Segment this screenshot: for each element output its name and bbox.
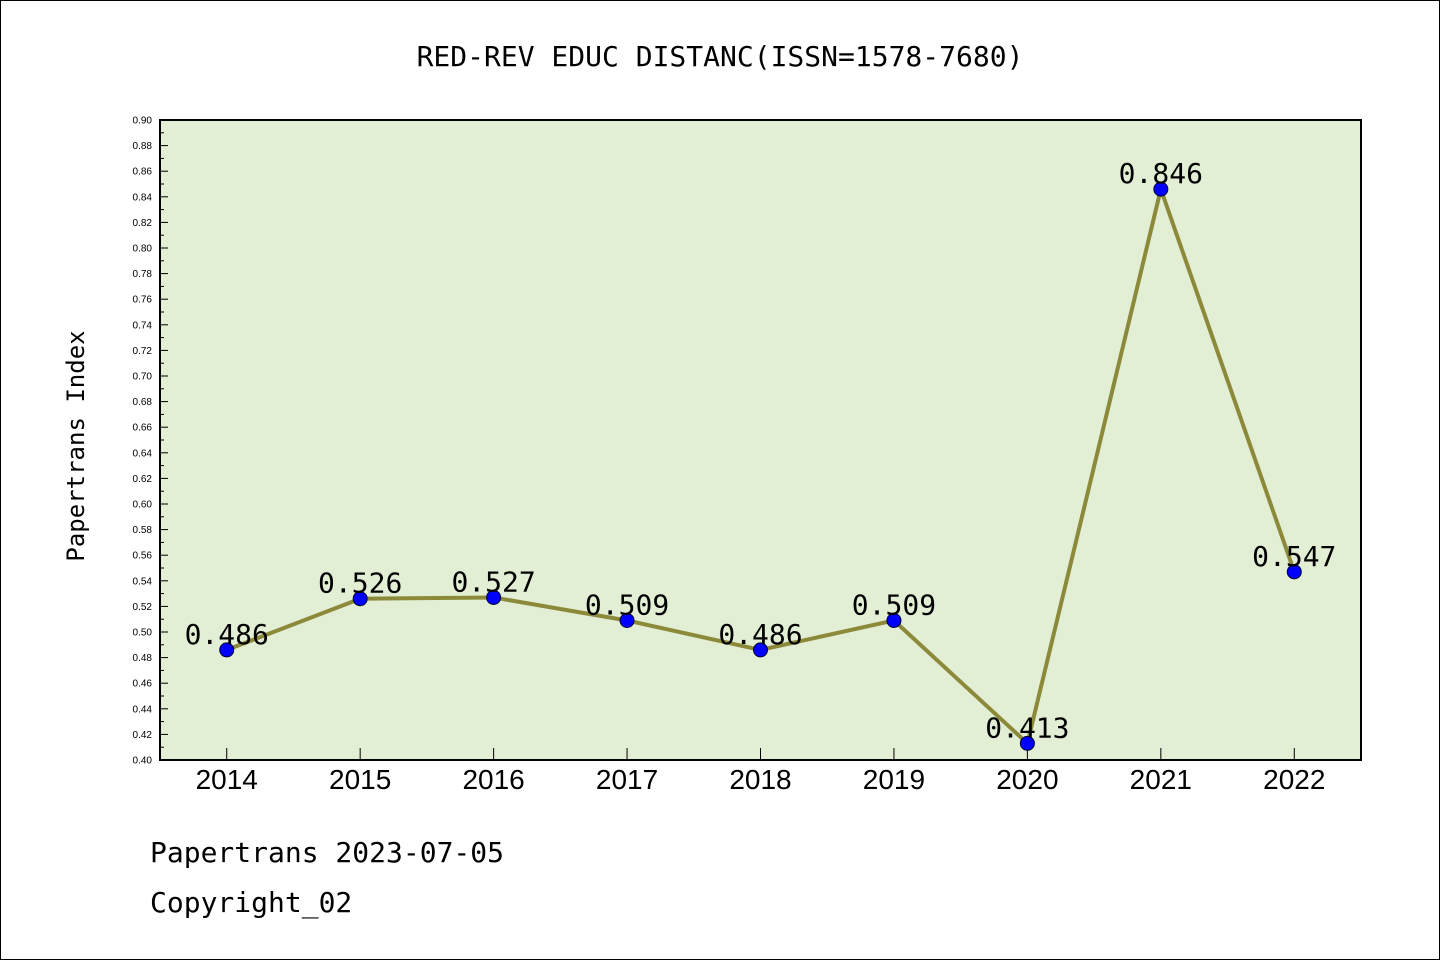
y-tick-label: 0.88 <box>133 141 153 152</box>
x-tick-label: 2017 <box>596 764 658 795</box>
y-tick-label: 0.64 <box>133 448 153 459</box>
y-tick-label: 0.76 <box>133 295 153 306</box>
data-label: 0.846 <box>1119 157 1203 190</box>
data-point <box>1019 735 1035 751</box>
data-label: 0.526 <box>318 567 402 600</box>
data-label: 0.509 <box>585 588 669 621</box>
y-tick-label: 0.72 <box>133 346 153 357</box>
y-tick-label: 0.40 <box>133 756 153 767</box>
data-markers <box>219 181 1302 751</box>
y-tick-label: 0.74 <box>133 320 153 331</box>
y-tick-label: 0.70 <box>133 372 153 383</box>
x-tick-label: 2022 <box>1263 764 1325 795</box>
x-axis: 2014 2015 2016 2017 2018 2019 2020 2021 2022 <box>196 748 1325 795</box>
x-tick-label: 2016 <box>462 764 524 795</box>
y-tick-label: 0.78 <box>133 269 153 280</box>
y-tick-label: 0.52 <box>133 602 153 613</box>
data-point <box>352 591 368 607</box>
y-tick-label: 0.46 <box>133 679 153 690</box>
y-axis: 0.40 0.42 0.44 0.46 0.48 0.50 0.52 0.54 0.56 0.58… <box>133 116 168 767</box>
x-tick-label: 2014 <box>196 764 258 795</box>
data-point <box>1286 564 1302 580</box>
y-tick-label: 0.50 <box>133 628 153 639</box>
plot-area <box>159 119 1362 761</box>
y-tick-label: 0.68 <box>133 397 153 408</box>
chart-title: RED-REV EDUC DISTANC(ISSN=1578-7680) <box>417 40 1024 73</box>
y-tick-label: 0.90 <box>133 116 153 127</box>
y-tick-label: 0.82 <box>133 218 153 229</box>
y-tick-label: 0.44 <box>133 704 153 715</box>
data-label: 0.527 <box>451 565 535 598</box>
y-tick-label: 0.80 <box>133 244 153 255</box>
footer-copyright: Copyright_02 <box>150 886 353 919</box>
y-tick-label: 0.60 <box>133 500 153 511</box>
y-tick-label: 0.48 <box>133 653 153 664</box>
data-label: 0.509 <box>852 588 936 621</box>
x-tick-label: 2019 <box>863 764 925 795</box>
y-tick-label: 0.84 <box>133 192 153 203</box>
y-tick-label: 0.42 <box>133 730 153 741</box>
y-tick-label: 0.58 <box>133 525 153 536</box>
y-tick-label: 0.56 <box>133 551 153 562</box>
y-tick-label: 0.54 <box>133 576 153 587</box>
x-tick-label: 2018 <box>729 764 791 795</box>
data-label: 0.486 <box>718 618 802 651</box>
data-point <box>1153 181 1169 197</box>
data-point <box>886 612 902 628</box>
x-tick-label: 2015 <box>329 764 391 795</box>
y-tick-label: 0.86 <box>133 167 153 178</box>
data-label: 0.486 <box>185 618 269 651</box>
data-point <box>619 612 635 628</box>
data-labels: 0.486 0.526 0.527 0.509 0.486 0.509 0.413 0.846… <box>185 157 1337 744</box>
data-label: 0.547 <box>1252 540 1336 573</box>
y-tick-label: 0.62 <box>133 474 153 485</box>
data-label: 0.413 <box>985 711 1069 744</box>
data-point <box>486 589 502 605</box>
y-tick-label: 0.66 <box>133 423 153 434</box>
y-axis-label: Papertrans Index <box>62 330 90 561</box>
data-point <box>753 642 768 658</box>
data-point <box>219 642 235 658</box>
x-tick-label: 2021 <box>1130 764 1192 795</box>
x-tick-label: 2020 <box>996 764 1058 795</box>
footer-date: Papertrans 2023-07-05 <box>150 836 505 869</box>
